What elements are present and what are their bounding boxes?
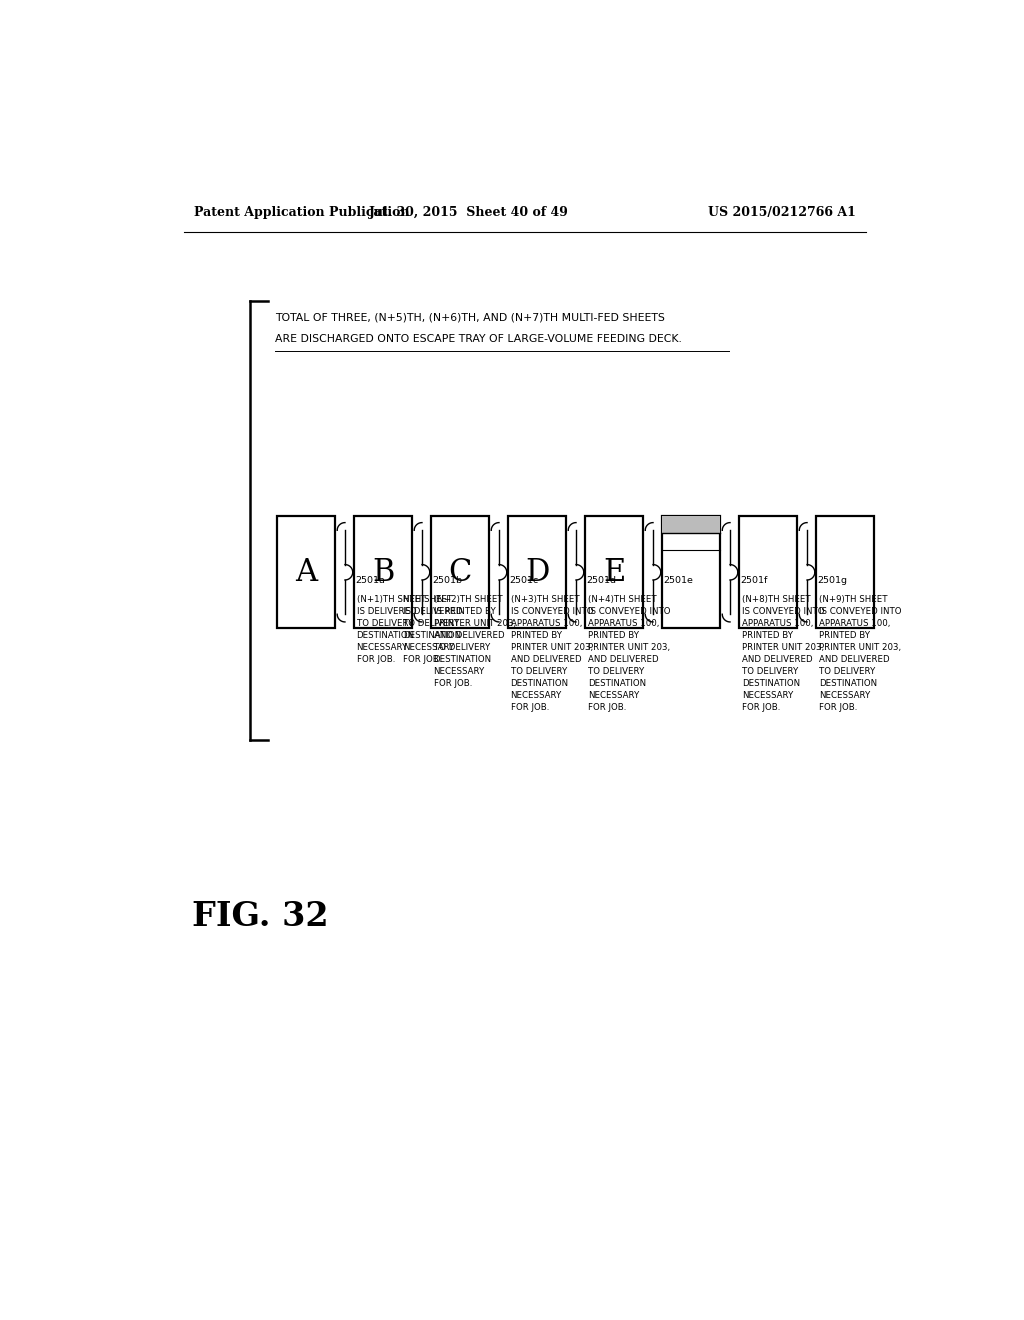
Text: Jul. 30, 2015  Sheet 40 of 49: Jul. 30, 2015 Sheet 40 of 49: [370, 206, 569, 219]
Bar: [585, 516, 643, 628]
Text: B: B: [372, 557, 394, 587]
Text: (N+4)TH SHEET: (N+4)TH SHEET: [588, 595, 656, 605]
Text: TO DELIVERY: TO DELIVERY: [356, 619, 413, 628]
Text: AND DELIVERED: AND DELIVERED: [511, 655, 582, 664]
Bar: [431, 516, 488, 628]
Text: APPARATUS 100,: APPARATUS 100,: [588, 619, 659, 628]
Text: IS CONVEYED INTO: IS CONVEYED INTO: [741, 607, 824, 616]
Text: 2501f: 2501f: [740, 576, 768, 585]
Bar: [354, 516, 412, 628]
Text: DESTINATION: DESTINATION: [511, 678, 568, 688]
Text: FOR JOB.: FOR JOB.: [818, 702, 857, 711]
Text: 2501d: 2501d: [586, 576, 616, 585]
Text: 2501b: 2501b: [432, 576, 462, 585]
Text: IS CONVEYED INTO: IS CONVEYED INTO: [588, 607, 670, 616]
Text: IS DELIVERED: IS DELIVERED: [356, 607, 416, 616]
Bar: [816, 516, 874, 628]
Text: NECESSARY: NECESSARY: [818, 690, 870, 700]
Text: FOR JOB.: FOR JOB.: [356, 655, 395, 664]
Text: NTH SHEET: NTH SHEET: [403, 595, 453, 605]
Text: D: D: [525, 557, 549, 587]
Text: DESTINATION: DESTINATION: [588, 678, 646, 688]
Text: DESTINATION: DESTINATION: [356, 631, 415, 640]
Text: PRINTER UNIT 203,: PRINTER UNIT 203,: [741, 643, 823, 652]
Text: TO DELIVERY: TO DELIVERY: [403, 619, 460, 628]
Text: PRINTER UNIT 203,: PRINTER UNIT 203,: [433, 619, 516, 628]
Text: DESTINATION: DESTINATION: [433, 655, 492, 664]
Text: 2501a: 2501a: [355, 576, 385, 585]
Bar: [663, 516, 720, 628]
Text: FOR JOB.: FOR JOB.: [433, 678, 472, 688]
Text: (N+9)TH SHEET: (N+9)TH SHEET: [818, 595, 887, 605]
Text: ARE DISCHARGED ONTO ESCAPE TRAY OF LARGE-VOLUME FEEDING DECK.: ARE DISCHARGED ONTO ESCAPE TRAY OF LARGE…: [275, 334, 682, 345]
Text: NECESSARY: NECESSARY: [741, 690, 793, 700]
Text: AND DELIVERED: AND DELIVERED: [741, 655, 812, 664]
Text: APPARATUS 100,: APPARATUS 100,: [511, 619, 582, 628]
Text: TOTAL OF THREE, (N+5)TH, (N+6)TH, AND (N+7)TH MULTI-FED SHEETS: TOTAL OF THREE, (N+5)TH, (N+6)TH, AND (N…: [275, 313, 666, 322]
Text: DESTINATION: DESTINATION: [741, 678, 800, 688]
Text: 2501c: 2501c: [509, 576, 539, 585]
Text: (N+1)TH SHEET: (N+1)TH SHEET: [356, 595, 425, 605]
Text: FOR JOB.: FOR JOB.: [588, 702, 626, 711]
Text: (N+3)TH SHEET: (N+3)TH SHEET: [511, 595, 580, 605]
Text: NECESSARY: NECESSARY: [403, 643, 455, 652]
Text: IS CONVEYED INTO: IS CONVEYED INTO: [511, 607, 593, 616]
Text: TO DELIVERY: TO DELIVERY: [433, 643, 489, 652]
Text: A: A: [295, 557, 317, 587]
Text: (N+2)TH SHEET: (N+2)TH SHEET: [433, 595, 502, 605]
Text: TO DELIVERY: TO DELIVERY: [741, 667, 798, 676]
Text: FOR JOB.: FOR JOB.: [511, 702, 549, 711]
Text: US 2015/0212766 A1: US 2015/0212766 A1: [708, 206, 856, 219]
Bar: [508, 516, 566, 628]
Text: AND DELIVERED: AND DELIVERED: [433, 631, 504, 640]
Text: TO DELIVERY: TO DELIVERY: [818, 667, 874, 676]
Text: PRINTED BY: PRINTED BY: [588, 631, 639, 640]
Text: PRINTED BY: PRINTED BY: [818, 631, 869, 640]
Text: AND DELIVERED: AND DELIVERED: [818, 655, 889, 664]
Text: PRINTED BY: PRINTED BY: [741, 631, 793, 640]
Bar: [663, 516, 720, 533]
Text: FOR JOB.: FOR JOB.: [403, 655, 441, 664]
Text: NECESSARY: NECESSARY: [356, 643, 408, 652]
Text: IS DELIVERED: IS DELIVERED: [403, 607, 463, 616]
Text: FOR JOB.: FOR JOB.: [741, 702, 780, 711]
Bar: [739, 516, 797, 628]
Text: C: C: [449, 557, 472, 587]
Text: PRINTER UNIT 203,: PRINTER UNIT 203,: [588, 643, 670, 652]
Text: PRINTER UNIT 203,: PRINTER UNIT 203,: [818, 643, 901, 652]
Text: (N+8)TH SHEET: (N+8)TH SHEET: [741, 595, 810, 605]
Text: IS PRINTED BY: IS PRINTED BY: [433, 607, 496, 616]
Text: 2501e: 2501e: [664, 576, 693, 585]
Text: APPARATUS 100,: APPARATUS 100,: [741, 619, 813, 628]
Text: FIG. 32: FIG. 32: [191, 900, 328, 933]
Text: IS CONVEYED INTO: IS CONVEYED INTO: [818, 607, 901, 616]
Text: TO DELIVERY: TO DELIVERY: [588, 667, 644, 676]
Text: DESTINATION: DESTINATION: [403, 631, 461, 640]
Text: APPARATUS 100,: APPARATUS 100,: [818, 619, 890, 628]
Text: DESTINATION: DESTINATION: [818, 678, 877, 688]
Text: AND DELIVERED: AND DELIVERED: [588, 655, 658, 664]
Text: TO DELIVERY: TO DELIVERY: [511, 667, 567, 676]
Text: 2501g: 2501g: [817, 576, 847, 585]
Text: NECESSARY: NECESSARY: [511, 690, 562, 700]
Text: PRINTED BY: PRINTED BY: [511, 631, 561, 640]
Text: PRINTER UNIT 203,: PRINTER UNIT 203,: [511, 643, 593, 652]
Bar: [278, 516, 335, 628]
Text: NECESSARY: NECESSARY: [588, 690, 639, 700]
Text: E: E: [603, 557, 626, 587]
Text: NECESSARY: NECESSARY: [433, 667, 484, 676]
Text: Patent Application Publication: Patent Application Publication: [194, 206, 410, 219]
